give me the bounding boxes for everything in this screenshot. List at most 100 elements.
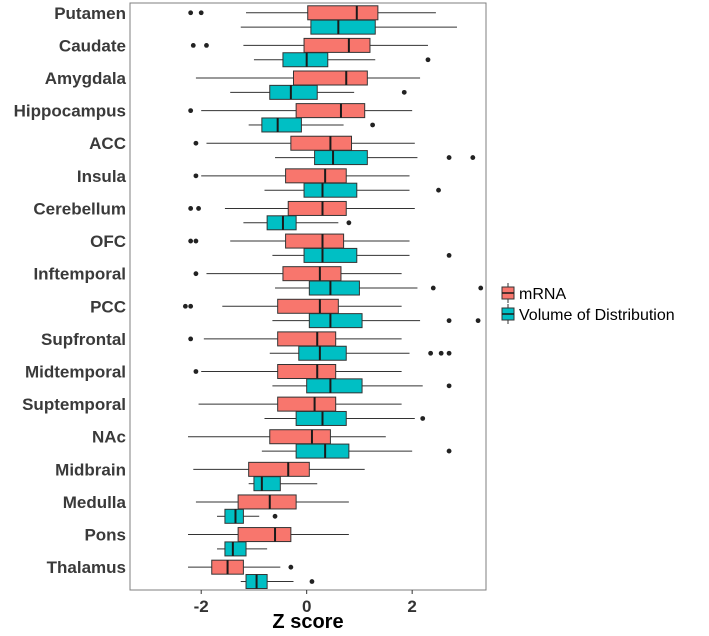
- box-iqr: [303, 182, 358, 198]
- box-volume-of-distribution-hippocampus: [248, 117, 376, 133]
- category-label: Insula: [77, 167, 127, 186]
- box-iqr: [224, 508, 244, 524]
- box-mrna-nac: [188, 429, 386, 445]
- category-label: Thalamus: [47, 558, 126, 577]
- legend-label: Volume of Distribution: [519, 307, 675, 324]
- box-mrna-acc: [193, 135, 415, 151]
- outlier-point: [478, 285, 484, 291]
- outlier-point: [193, 238, 199, 244]
- box-iqr: [248, 461, 310, 477]
- outlier-point: [204, 42, 209, 48]
- outlier-point: [401, 89, 407, 95]
- box-volume-of-distribution-cerebellum: [243, 215, 352, 231]
- category-label: Pons: [84, 526, 126, 545]
- outlier-point: [196, 206, 201, 211]
- box-iqr: [303, 247, 358, 263]
- category-label: Putamen: [54, 4, 126, 23]
- box-volume-of-distribution-amygdala: [230, 84, 407, 100]
- category-label: Caudate: [59, 36, 126, 55]
- box-mrna-pons: [188, 527, 349, 543]
- x-tick-label: -2: [194, 597, 209, 616]
- box-iqr: [285, 233, 345, 249]
- category-label: Medulla: [63, 493, 127, 512]
- outlier-point: [446, 350, 452, 356]
- box-iqr: [292, 70, 368, 86]
- box-iqr: [290, 135, 353, 151]
- box-volume-of-distribution-medulla: [217, 508, 278, 524]
- box-volume-of-distribution-midtemporal: [272, 378, 452, 394]
- box-iqr: [277, 364, 337, 380]
- category-label: NAc: [92, 428, 126, 447]
- box-iqr: [277, 396, 337, 412]
- outlier-point: [470, 155, 476, 160]
- box-mrna-midbrain: [193, 461, 365, 477]
- box-volume-of-distribution-supfrontal: [269, 345, 452, 361]
- category-label: PCC: [90, 297, 126, 316]
- category-label: Cerebellum: [33, 199, 126, 218]
- box-mrna-pcc: [182, 298, 402, 314]
- box-mrna-caudate: [190, 37, 428, 53]
- box-iqr: [224, 541, 247, 557]
- box-volume-of-distribution-midbrain: [248, 476, 318, 492]
- box-volume-of-distribution-ofc: [272, 247, 452, 263]
- box-iqr: [269, 429, 331, 445]
- outlier-point: [446, 448, 452, 454]
- category-label: Midbrain: [55, 460, 126, 479]
- outlier-point: [193, 271, 199, 277]
- box-volume-of-distribution-pcc: [272, 313, 481, 329]
- box-mrna-supfrontal: [188, 331, 402, 347]
- outlier-point: [346, 220, 352, 226]
- box-mrna-medulla: [195, 494, 349, 510]
- box-iqr: [266, 215, 297, 231]
- box-iqr: [287, 200, 347, 216]
- box-iqr: [308, 313, 363, 329]
- box-iqr: [277, 298, 339, 314]
- outlier-point: [272, 513, 278, 519]
- outlier-point: [182, 303, 188, 309]
- outlier-point: [420, 416, 426, 421]
- category-label: ACC: [89, 134, 126, 153]
- box-iqr: [285, 168, 347, 184]
- box-volume-of-distribution-insula: [264, 182, 441, 198]
- box-volume-of-distribution-nac: [261, 443, 452, 459]
- legend-item: mRNA: [501, 283, 566, 303]
- box-iqr: [237, 494, 297, 510]
- box-mrna-insula: [193, 168, 410, 184]
- outlier-point: [193, 369, 199, 374]
- box-iqr: [314, 150, 368, 166]
- legend-item: Volume of Distribution: [501, 304, 675, 324]
- outlier-point: [430, 285, 436, 291]
- category-label: Amygdala: [45, 69, 127, 88]
- outlier-point: [188, 10, 194, 16]
- box-volume-of-distribution-inftemporal: [275, 280, 484, 296]
- outlier-point: [188, 303, 194, 309]
- box-mrna-hippocampus: [188, 103, 413, 119]
- box-iqr: [277, 331, 337, 347]
- box-volume-of-distribution-thalamus: [240, 574, 315, 590]
- x-tick-label: 2: [407, 597, 416, 616]
- plot-panel: [129, 2, 487, 591]
- outlier-point: [446, 253, 452, 258]
- box-iqr: [303, 37, 371, 53]
- box-iqr: [269, 84, 318, 100]
- outlier-point: [193, 140, 199, 146]
- outlier-point: [288, 564, 294, 570]
- box-mrna-amygdala: [195, 70, 421, 86]
- box-volume-of-distribution-suptemporal: [264, 410, 426, 426]
- box-iqr: [253, 476, 281, 492]
- box-iqr: [295, 410, 347, 426]
- box-volume-of-distribution-acc: [275, 150, 476, 166]
- outlier-point: [188, 238, 194, 244]
- box-iqr: [261, 117, 302, 133]
- box-iqr: [308, 280, 360, 296]
- box-mrna-cerebellum: [188, 200, 415, 216]
- legend: mRNA Volume of Distribution: [501, 283, 675, 324]
- x-axis-title: Z score: [272, 611, 343, 633]
- box-iqr: [282, 52, 329, 68]
- outlier-point: [188, 108, 194, 114]
- outlier-point: [428, 350, 434, 356]
- outlier-point: [190, 42, 196, 48]
- box-iqr: [295, 103, 366, 119]
- outlier-point: [198, 10, 204, 16]
